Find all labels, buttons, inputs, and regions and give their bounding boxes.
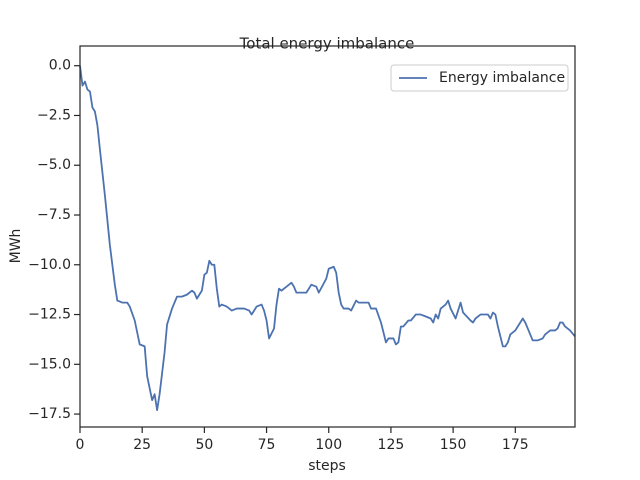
legend-box <box>390 64 569 92</box>
y-axis-label: MWh <box>8 229 24 264</box>
chart-title: Total energy imbalance <box>239 35 415 53</box>
y-tick-label: 0.0 <box>49 58 71 74</box>
y-tick-label: −10.0 <box>28 257 71 273</box>
x-tick-label: 0 <box>76 437 85 453</box>
y-tick-label: −2.5 <box>37 107 71 123</box>
x-tick-label: 150 <box>440 437 467 453</box>
x-tick-label: 25 <box>133 437 151 453</box>
x-tick-label: 75 <box>258 437 276 453</box>
y-tick-label: −7.5 <box>37 207 71 223</box>
y-tick-label: −17.5 <box>28 406 71 422</box>
plot-frame <box>79 45 576 428</box>
x-tick-label: 175 <box>502 437 529 453</box>
legend-label: Energy imbalance <box>439 70 565 86</box>
y-tick-label: −15.0 <box>28 356 71 372</box>
x-axis-label: steps <box>308 458 346 474</box>
y-tick-label: −5.0 <box>37 157 71 173</box>
x-tick-label: 100 <box>315 437 342 453</box>
x-tick-label: 125 <box>378 437 405 453</box>
data-line <box>79 65 576 411</box>
y-tick-label: −12.5 <box>28 307 71 323</box>
x-tick-label: 50 <box>195 437 213 453</box>
